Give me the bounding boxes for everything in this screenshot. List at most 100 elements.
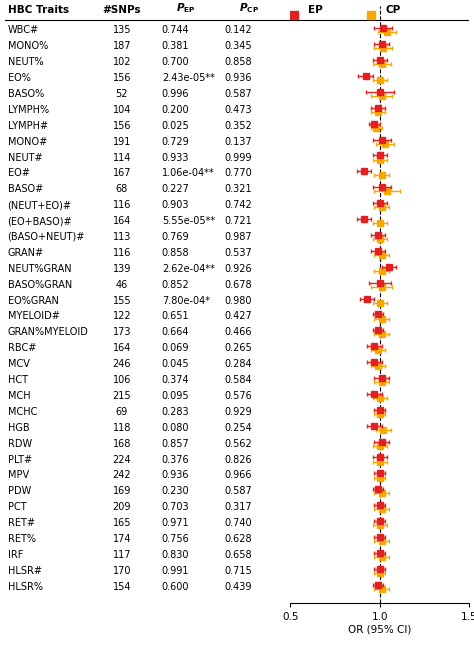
Text: BASO%: BASO% xyxy=(8,89,44,99)
Text: PLT#: PLT# xyxy=(8,454,32,465)
Text: LYMPH%: LYMPH% xyxy=(8,105,49,115)
Text: 0.576: 0.576 xyxy=(225,391,253,401)
Text: 0.744: 0.744 xyxy=(162,25,190,36)
Text: MONO%: MONO% xyxy=(8,41,48,51)
Text: 0.284: 0.284 xyxy=(225,359,252,369)
Text: 164: 164 xyxy=(113,216,131,226)
Text: 0.999: 0.999 xyxy=(225,152,252,163)
Text: 0.069: 0.069 xyxy=(162,343,190,353)
Text: 0.756: 0.756 xyxy=(162,534,190,544)
Text: 0.473: 0.473 xyxy=(225,105,252,115)
Text: 0.439: 0.439 xyxy=(225,582,252,592)
Text: RET#: RET# xyxy=(8,518,35,528)
Text: 246: 246 xyxy=(113,359,131,369)
Text: WBC#: WBC# xyxy=(8,25,39,36)
Text: EO%: EO% xyxy=(8,73,30,83)
Text: NEUT%: NEUT% xyxy=(8,57,43,67)
Text: 114: 114 xyxy=(113,152,131,163)
Text: 139: 139 xyxy=(113,264,131,274)
Text: 7.80e-04*: 7.80e-04* xyxy=(162,295,210,306)
Text: 0.587: 0.587 xyxy=(225,487,253,496)
Text: 0.936: 0.936 xyxy=(225,73,252,83)
Text: 0.381: 0.381 xyxy=(162,41,190,51)
Text: HBC Traits: HBC Traits xyxy=(8,5,69,15)
Text: (BASO+NEUT)#: (BASO+NEUT)# xyxy=(8,232,85,242)
Text: 106: 106 xyxy=(113,375,131,385)
Text: 0.045: 0.045 xyxy=(162,359,190,369)
Text: 1.06e-04**: 1.06e-04** xyxy=(162,168,215,178)
Text: 174: 174 xyxy=(113,534,131,544)
Text: RBC#: RBC# xyxy=(8,343,36,353)
Text: 0.080: 0.080 xyxy=(162,422,190,433)
Text: 0.025: 0.025 xyxy=(162,121,190,131)
Text: 0.427: 0.427 xyxy=(225,312,253,321)
Text: HLSR%: HLSR% xyxy=(8,582,43,592)
Text: 0.830: 0.830 xyxy=(162,550,190,560)
Text: 0.678: 0.678 xyxy=(225,280,252,290)
Text: 0.858: 0.858 xyxy=(162,248,190,258)
Text: 2.62e-04**: 2.62e-04** xyxy=(162,264,215,274)
Text: 0.137: 0.137 xyxy=(225,137,252,146)
Text: 156: 156 xyxy=(113,73,131,83)
Text: 0.929: 0.929 xyxy=(225,407,252,417)
Text: 0.374: 0.374 xyxy=(162,375,190,385)
Text: 0.770: 0.770 xyxy=(225,168,253,178)
Text: 0.321: 0.321 xyxy=(225,184,252,194)
Text: RDW: RDW xyxy=(8,439,32,448)
Text: 167: 167 xyxy=(113,168,131,178)
Text: 0.142: 0.142 xyxy=(225,25,252,36)
Text: 0.933: 0.933 xyxy=(162,152,190,163)
X-axis label: OR (95% CI): OR (95% CI) xyxy=(348,625,411,634)
Text: 69: 69 xyxy=(116,407,128,417)
Text: 156: 156 xyxy=(113,121,131,131)
Text: 173: 173 xyxy=(113,327,131,338)
Text: MCHC: MCHC xyxy=(8,407,37,417)
Text: 0.715: 0.715 xyxy=(225,566,253,576)
Text: 165: 165 xyxy=(113,518,131,528)
Text: NEUT#: NEUT# xyxy=(8,152,42,163)
Text: $\bfit{P}_{\bf{EP}}$: $\bfit{P}_{\bf{EP}}$ xyxy=(176,1,196,15)
Text: 0.317: 0.317 xyxy=(225,502,252,513)
Text: 0.200: 0.200 xyxy=(162,105,190,115)
Text: 0.562: 0.562 xyxy=(225,439,253,448)
Text: 0.345: 0.345 xyxy=(225,41,252,51)
Text: $\bfit{P}_{\bf{CP}}$: $\bfit{P}_{\bf{CP}}$ xyxy=(239,1,259,15)
Text: 0.537: 0.537 xyxy=(225,248,253,258)
Text: (EO+BASO)#: (EO+BASO)# xyxy=(8,216,72,226)
Text: 0.658: 0.658 xyxy=(225,550,252,560)
Text: MONO#: MONO# xyxy=(8,137,47,146)
Text: 0.769: 0.769 xyxy=(162,232,190,242)
Text: RET%: RET% xyxy=(8,534,36,544)
Text: 0.651: 0.651 xyxy=(162,312,190,321)
Text: #SNPs: #SNPs xyxy=(102,5,141,15)
Text: 224: 224 xyxy=(112,454,131,465)
Text: 0.721: 0.721 xyxy=(225,216,253,226)
Text: MCH: MCH xyxy=(8,391,30,401)
Text: HGB: HGB xyxy=(8,422,29,433)
Text: 0.742: 0.742 xyxy=(225,200,253,210)
Text: HCT: HCT xyxy=(8,375,27,385)
Text: 164: 164 xyxy=(113,343,131,353)
Text: HLSR#: HLSR# xyxy=(8,566,42,576)
Text: 0.703: 0.703 xyxy=(162,502,190,513)
Text: 242: 242 xyxy=(112,470,131,480)
Text: 118: 118 xyxy=(113,422,131,433)
Text: 154: 154 xyxy=(113,582,131,592)
Text: 0.265: 0.265 xyxy=(225,343,253,353)
Text: 170: 170 xyxy=(113,566,131,576)
Text: 0.971: 0.971 xyxy=(162,518,190,528)
Text: 0.628: 0.628 xyxy=(225,534,252,544)
Text: 0.987: 0.987 xyxy=(225,232,252,242)
Text: 0.376: 0.376 xyxy=(162,454,190,465)
Text: 215: 215 xyxy=(112,391,131,401)
Text: CP: CP xyxy=(385,5,401,15)
Text: 52: 52 xyxy=(116,89,128,99)
Text: 0.664: 0.664 xyxy=(162,327,190,338)
Text: EO#: EO# xyxy=(8,168,29,178)
Text: 135: 135 xyxy=(113,25,131,36)
Text: EO%GRAN: EO%GRAN xyxy=(8,295,58,306)
Text: 0.857: 0.857 xyxy=(162,439,190,448)
Text: MCV: MCV xyxy=(8,359,29,369)
Text: GRAN#: GRAN# xyxy=(8,248,44,258)
Text: 0.600: 0.600 xyxy=(162,582,190,592)
